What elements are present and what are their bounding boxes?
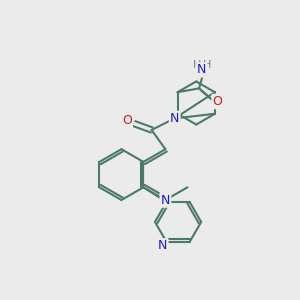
Text: N: N — [197, 63, 206, 76]
Text: O: O — [213, 95, 223, 108]
Text: N: N — [161, 194, 170, 206]
Text: N: N — [158, 239, 167, 252]
Text: N: N — [170, 112, 179, 125]
Text: O: O — [122, 114, 132, 127]
Text: H: H — [202, 60, 211, 70]
Text: H: H — [193, 60, 201, 70]
